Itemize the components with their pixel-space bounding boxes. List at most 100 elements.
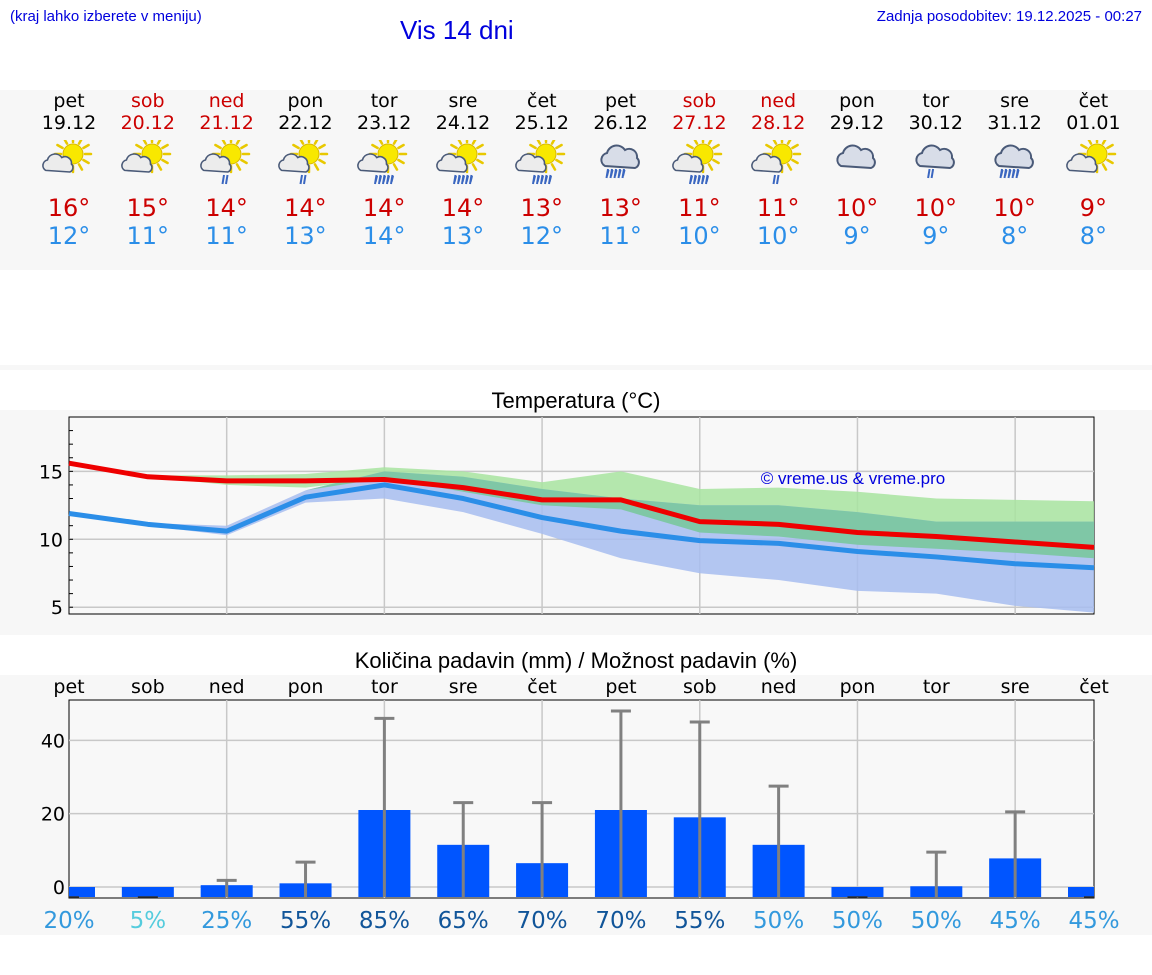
day-column: ned 28.12 11° 10° bbox=[738, 90, 818, 250]
day-column: pet 26.12 13° 11° bbox=[581, 90, 661, 250]
location-menu-hint[interactable]: (kraj lahko izberete v meniju) bbox=[10, 8, 202, 25]
day-name: pet bbox=[604, 90, 637, 112]
day-axis-label: pet bbox=[53, 676, 84, 698]
precipitation-probability: 5% bbox=[130, 908, 167, 934]
cloud-rain-icon bbox=[915, 144, 955, 179]
sun-cloud-heavy-rain-icon bbox=[436, 140, 487, 185]
day-date: 23.12 bbox=[356, 112, 412, 134]
min-temperature: 12° bbox=[47, 222, 91, 250]
max-temperature: 14° bbox=[441, 194, 485, 222]
precipitation-chart-title: Količina padavin (mm) / Možnost padavin … bbox=[354, 648, 798, 673]
precipitation-bar bbox=[1068, 887, 1094, 897]
max-temperature-line bbox=[68, 460, 1095, 550]
precipitation-probability: 55% bbox=[280, 908, 331, 934]
max-temperature: 11° bbox=[678, 194, 721, 222]
day-date: 31.12 bbox=[987, 112, 1042, 134]
sun-cloud-heavy-rain-icon bbox=[514, 140, 566, 185]
day-column: sob 20.12 15° 11° bbox=[108, 90, 188, 250]
precipitation-probability: 25% bbox=[201, 908, 252, 934]
sun-cloud-icon bbox=[1066, 140, 1117, 174]
day-date: 19.12 bbox=[41, 112, 97, 134]
day-axis-label: čet bbox=[1079, 676, 1109, 698]
min-temperature: 11° bbox=[205, 222, 248, 250]
min-temperature: 11° bbox=[599, 222, 642, 250]
day-name: sre bbox=[1000, 90, 1030, 112]
precipitation-probability: 65% bbox=[438, 908, 489, 934]
max-temperature: 14° bbox=[205, 194, 248, 222]
max-temperature: 13° bbox=[520, 194, 564, 222]
day-axis-label: ned bbox=[209, 676, 245, 698]
watermark: © vreme.us & vreme.pro bbox=[761, 469, 945, 488]
precipitation-bar bbox=[121, 887, 174, 897]
day-date: 21.12 bbox=[199, 112, 254, 134]
day-axis-label: tor bbox=[371, 676, 398, 698]
y-tick-label: 20 bbox=[41, 804, 65, 826]
day-column: pon 22.12 14° 13° bbox=[265, 90, 345, 250]
precipitation-probability: 70% bbox=[595, 908, 646, 934]
day-axis-label: čet bbox=[527, 676, 557, 698]
min-temperature: 13° bbox=[284, 222, 327, 250]
min-temperature: 10° bbox=[678, 222, 721, 250]
precipitation-bar bbox=[69, 887, 95, 897]
y-tick-label: 5 bbox=[51, 597, 63, 619]
day-column: pet 19.12 16° 12° bbox=[29, 90, 109, 250]
max-temperature: 11° bbox=[756, 194, 800, 222]
max-temperature: 16° bbox=[47, 194, 91, 222]
max-temperature: 14° bbox=[362, 194, 406, 222]
precipitation-probability: 50% bbox=[911, 908, 962, 934]
y-tick-label: 15 bbox=[39, 461, 63, 483]
day-column: sob 27.12 11° 10° bbox=[659, 90, 739, 250]
day-name: ned bbox=[760, 90, 797, 112]
sun-cloud-rain-icon bbox=[199, 140, 250, 185]
day-date: 22.12 bbox=[278, 112, 333, 134]
min-temperature: 14° bbox=[362, 222, 406, 250]
min-temperature: 13° bbox=[441, 222, 485, 250]
precipitation-bar bbox=[831, 887, 884, 897]
day-axis-label: ned bbox=[761, 676, 797, 698]
day-name: pon bbox=[287, 90, 324, 112]
min-temperature: 9° bbox=[922, 222, 950, 250]
day-column: pon 29.12 10° 9° bbox=[817, 90, 897, 250]
day-date: 30.12 bbox=[908, 112, 963, 134]
day-name: pet bbox=[53, 90, 85, 112]
day-column: tor 23.12 14° 14° bbox=[344, 90, 424, 250]
max-temperature: 10° bbox=[835, 194, 879, 222]
day-column: sre 31.12 10° 8° bbox=[975, 90, 1055, 250]
day-axis-label: sre bbox=[449, 676, 478, 698]
day-name: tor bbox=[370, 90, 398, 112]
day-name: sre bbox=[448, 90, 478, 112]
max-temperature: 10° bbox=[993, 194, 1036, 222]
day-name: ned bbox=[208, 90, 245, 112]
y-tick-label: 10 bbox=[39, 529, 63, 551]
day-name: sob bbox=[131, 90, 165, 112]
precipitation-probability: 45% bbox=[990, 908, 1041, 934]
min-temperature-band bbox=[69, 471, 1094, 613]
min-temperature: 8° bbox=[1079, 222, 1108, 250]
max-temperature: 9° bbox=[1079, 194, 1108, 222]
min-temperature: 10° bbox=[756, 222, 800, 250]
precipitation-probability: 50% bbox=[753, 908, 804, 934]
sun-cloud-icon bbox=[120, 140, 172, 174]
day-axis-label: sob bbox=[683, 676, 717, 698]
max-temperature: 14° bbox=[284, 194, 327, 222]
page-title: Vis 14 dni bbox=[400, 15, 514, 45]
day-date: 28.12 bbox=[750, 112, 806, 134]
min-temperature: 8° bbox=[1000, 222, 1029, 250]
day-axis-label: pon bbox=[840, 676, 876, 698]
day-column: sre 24.12 14° 13° bbox=[423, 90, 503, 250]
precipitation-probability: 85% bbox=[359, 908, 410, 934]
day-column: ned 21.12 14° 11° bbox=[187, 90, 267, 250]
sun-cloud-heavy-rain-icon bbox=[672, 140, 723, 185]
min-temperature: 11° bbox=[126, 222, 170, 250]
day-name: sob bbox=[682, 90, 717, 112]
day-date: 29.12 bbox=[829, 112, 885, 134]
day-name: pon bbox=[839, 90, 875, 112]
last-update: Zadnja posodobitev: 19.12.2025 - 00:27 bbox=[876, 8, 1142, 25]
sun-cloud-rain-icon bbox=[278, 140, 329, 185]
y-tick-label: 40 bbox=[41, 730, 65, 752]
sun-cloud-icon bbox=[42, 140, 93, 174]
precipitation-probability: 45% bbox=[1068, 908, 1119, 934]
day-name: tor bbox=[922, 90, 950, 112]
sun-cloud-rain-icon bbox=[751, 140, 802, 185]
